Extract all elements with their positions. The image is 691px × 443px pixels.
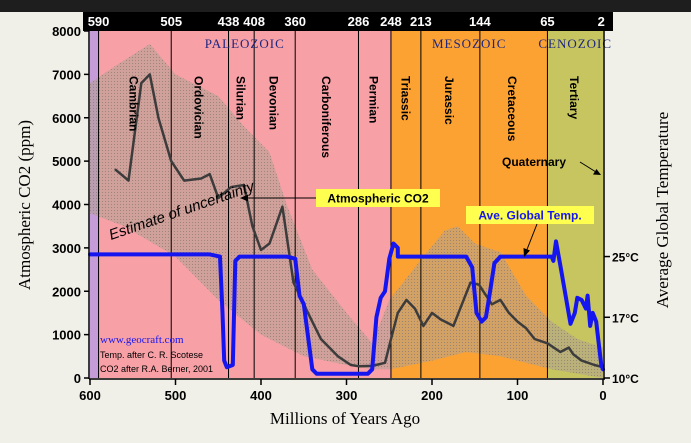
period-label-ordovician: Ordovician [191, 76, 205, 139]
credit-url: www.geocraft.com [100, 334, 184, 346]
temp-tick-label: 17°C [612, 311, 639, 325]
co2-callout-box [316, 189, 440, 207]
period-label-carboniferous: Carboniferous [319, 76, 333, 158]
period-label-devonian: Devonian [267, 76, 281, 130]
x-tick-label-500: 500 [165, 388, 187, 403]
period-label-silurian: Silurian [233, 76, 247, 120]
y-tick-label-8000: 8000 [52, 24, 81, 39]
quaternary-label: Quaternary [502, 155, 566, 169]
x-tick-label-600: 600 [79, 388, 101, 403]
x-tick-label-400: 400 [250, 388, 272, 403]
era-label-paleozoic: PALEOZOIC [205, 36, 285, 51]
temp-callout-box [466, 206, 594, 224]
y-tick-label-0: 0 [74, 371, 81, 386]
y-tick-label-1000: 1000 [52, 328, 81, 343]
top-tick-360: 360 [284, 14, 306, 29]
y-tick-label-2000: 2000 [52, 284, 81, 299]
period-label-permian: Permian [367, 76, 381, 123]
top-tick-505: 505 [160, 14, 182, 29]
x-axis-label: Millions of Years Ago [270, 409, 420, 428]
top-tick-438: 438 [218, 14, 240, 29]
series-line-temperature [88, 239, 605, 376]
temp-tick-label: 25°C [612, 251, 639, 265]
top-tick-213: 213 [410, 14, 432, 29]
co2-callout-arrowhead [240, 194, 248, 202]
quaternary-arrowhead [593, 169, 601, 175]
top-tick-286: 286 [348, 14, 370, 29]
x-tick-label-100: 100 [507, 388, 529, 403]
y-tick-label-7000: 7000 [52, 67, 81, 82]
co2-callout-label: Atmospheric CO2 [327, 192, 429, 206]
temp-callout-arrow [525, 223, 538, 253]
era-label-cenozoic: CENOZOIC [538, 36, 612, 51]
x-tick-label-0: 0 [599, 388, 606, 403]
y-tick-label-3000: 3000 [52, 241, 81, 256]
y-axis-label-left: Atmospheric CO2 (ppm) [15, 120, 34, 290]
top-tick-248: 248 [380, 14, 402, 29]
period-label-cretaceous: Cretaceous [505, 76, 519, 142]
top-tick-590: 590 [88, 14, 110, 29]
period-label-tertiary: Tertiary [567, 76, 581, 119]
y-tick-label-5000: 5000 [52, 154, 81, 169]
top-tick-144: 144 [469, 14, 491, 29]
series-line-co2 [114, 73, 605, 369]
temp-tick-label: 10°C [612, 372, 639, 386]
top-tick-strip [83, 12, 613, 31]
period-label-cambrian: Cambrian [127, 76, 141, 131]
x-tick-label-200: 200 [421, 388, 443, 403]
temp-callout-arrowhead [523, 248, 530, 257]
credit-co2: CO2 after R.A. Berner, 2001 [100, 364, 213, 374]
x-tick-label-300: 300 [336, 388, 358, 403]
y-tick-label-6000: 6000 [52, 111, 81, 126]
y-axis-label-right: Average Global Temperature [653, 112, 672, 308]
period-label-jurassic: Jurassic [442, 76, 456, 125]
temp-callout-label: Ave. Global Temp. [478, 209, 581, 223]
era-label-mesozoic: MESOZOIC [432, 36, 506, 51]
period-label-triassic: Triassic [398, 76, 412, 121]
y-tick-label-4000: 4000 [52, 198, 81, 213]
top-tick-2: 2 [598, 14, 605, 29]
top-tick-408: 408 [243, 14, 265, 29]
top-tick-65: 65 [540, 14, 554, 29]
quaternary-arrow [579, 161, 597, 173]
credit-temp: Temp. after C. R. Scotese [100, 350, 203, 360]
